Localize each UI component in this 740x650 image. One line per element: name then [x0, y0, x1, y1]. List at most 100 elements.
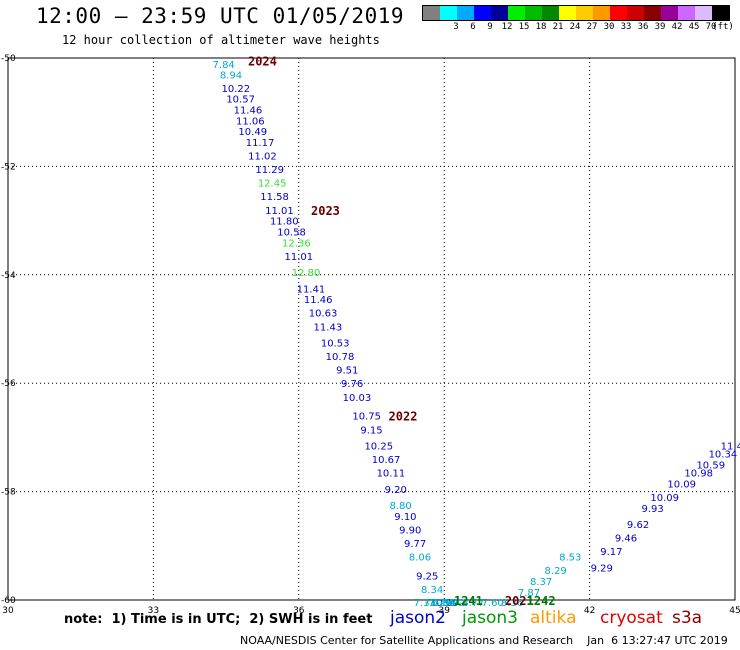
wave-height-label: 10.67: [372, 455, 401, 466]
legend-label: 36: [637, 22, 649, 32]
mission-label: jason2: [390, 608, 446, 628]
plot-frame: [7, 57, 736, 601]
wave-height-label: 7.84: [213, 60, 235, 71]
x-tick-label: 39: [438, 606, 450, 616]
wave-height-label: 8.80: [389, 501, 411, 512]
legend-swatch: [627, 6, 644, 20]
mission-label: s3a: [672, 608, 703, 628]
color-scale-labels: 3 6 9 12 15 18 21 24 27 30 33 36 39 42 45 70 (ft): [422, 22, 740, 34]
legend-label: 27: [586, 22, 598, 32]
pass-number-label: 2023: [311, 204, 340, 218]
legend-label: 18: [535, 22, 547, 32]
pass-number-label: 2024: [248, 55, 277, 69]
wave-height-label: 8.37: [530, 577, 552, 588]
wave-height-label: 9.90: [399, 526, 421, 537]
legend-label: 6: [470, 22, 476, 32]
wave-height-label: 10.22: [221, 84, 250, 95]
wave-height-label: 11.06: [236, 116, 265, 127]
wave-height-label: 9.29: [591, 563, 613, 574]
footer-note: note: 1) Time is in UTC; 2) SWH is in fe…: [64, 612, 373, 627]
wave-height-label: 10.58: [277, 227, 306, 238]
x-tick-label: 30: [2, 606, 14, 616]
pass-number-label: 2021: [505, 594, 534, 608]
wave-height-label: 10.09: [650, 493, 679, 504]
legend-label: 3: [453, 22, 459, 32]
legend-unit: (ft): [712, 22, 734, 32]
legend-swatch: [525, 6, 542, 20]
legend-label: 33: [620, 22, 632, 32]
wave-height-label: 11.01: [284, 252, 313, 263]
legend-swatch: [661, 6, 678, 20]
legend-label: 70: [705, 22, 717, 32]
legend-label: 15: [518, 22, 530, 32]
wave-height-label: 11.58: [260, 192, 289, 203]
wave-height-label: 9.46: [615, 534, 637, 545]
legend-swatch: [576, 6, 593, 20]
wave-height-label: 7.31: [414, 598, 436, 609]
legend-swatch: [695, 6, 712, 20]
wave-height-label: 10.09: [667, 479, 696, 490]
legend-label: 9: [487, 22, 493, 32]
wave-height-label: 8.53: [559, 553, 581, 564]
legend-swatch: [593, 6, 610, 20]
mission-label: jason3: [462, 608, 518, 628]
legend-label: 21: [552, 22, 564, 32]
legend-label: 30: [603, 22, 615, 32]
legend-swatch: [678, 6, 695, 20]
y-tick-label: -54: [1, 271, 16, 281]
legend-swatch: [542, 6, 559, 20]
legend-swatch: [440, 6, 457, 20]
wave-height-label: 7.62: [423, 598, 445, 609]
wave-height-label: 8.77: [462, 598, 484, 609]
page-subtitle: 12 hour collection of altimeter wave hei…: [62, 33, 380, 47]
mission-label: cryosat: [600, 608, 663, 628]
wave-height-label: 7.86: [433, 598, 455, 609]
pass-number-label: 2022: [389, 410, 418, 424]
legend-swatch: [491, 6, 508, 20]
pass-number-label: 1241: [454, 594, 483, 608]
mission-label: altika: [530, 608, 577, 628]
page-title: 12:00 – 23:59 UTC 01/05/2019: [36, 4, 405, 28]
wave-height-label: 9.93: [641, 504, 663, 515]
legend-label: 45: [688, 22, 700, 32]
y-tick-label: -50: [1, 54, 16, 64]
wave-height-label: 9.25: [416, 572, 438, 583]
wave-height-label: 12.45: [258, 179, 287, 190]
wave-height-label: 10.11: [377, 469, 406, 480]
x-tick-label: 42: [584, 606, 595, 616]
wave-height-label: 10.59: [696, 461, 725, 472]
legend-label: 39: [654, 22, 666, 32]
wave-height-label: 11.47: [721, 442, 740, 453]
wave-height-label: 7.47: [438, 598, 460, 609]
wave-height-label: 7.87: [518, 588, 540, 599]
wave-height-label: 9.15: [360, 425, 382, 436]
wave-height-label: 12.80: [292, 268, 321, 279]
x-tick-label: 45: [729, 606, 740, 616]
wave-height-label: 8.29: [545, 566, 567, 577]
wave-height-label: 11.80: [270, 217, 299, 228]
wave-height-label: 10.03: [343, 393, 372, 404]
wave-height-label: 9.77: [404, 539, 426, 550]
wave-height-label: 8.42: [443, 598, 465, 609]
legend-swatch: [457, 6, 474, 20]
wave-height-label: 10.98: [684, 469, 713, 480]
legend-swatch: [644, 6, 661, 20]
legend-swatch: [610, 6, 627, 20]
wave-height-label: 9.51: [336, 366, 358, 377]
wave-height-label: 7.60: [482, 598, 504, 609]
wave-height-label: 10.34: [709, 450, 738, 461]
color-scale-legend: [422, 5, 730, 21]
wave-height-label: 11.29: [255, 165, 284, 176]
x-tick-label: 33: [148, 606, 159, 616]
wave-height-label: 10.63: [309, 309, 338, 320]
wave-height-label: 8.36: [501, 598, 523, 609]
wave-height-label: 11.41: [297, 284, 326, 295]
wave-height-label: 11.43: [314, 322, 343, 333]
wave-height-label: 12.36: [282, 238, 311, 249]
wave-height-label: 10.75: [352, 412, 381, 423]
pass-number-label: 1242: [527, 594, 556, 608]
footer-credit: NOAA/NESDIS Center for Satellite Applica…: [240, 634, 728, 647]
y-tick-label: -56: [1, 379, 16, 389]
wave-height-label: 11.17: [246, 138, 275, 149]
